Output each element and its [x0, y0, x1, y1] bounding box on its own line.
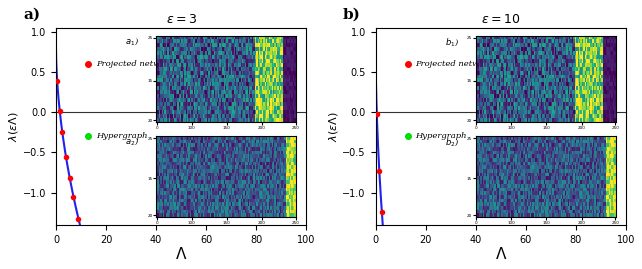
Point [65, 176, 75, 180]
Point [85, 260, 95, 264]
Text: Projected network: Projected network [415, 60, 494, 68]
Point [61, 155, 71, 159]
Point [68, 194, 78, 199]
Y-axis label: $\lambda(\varepsilon\Lambda)$: $\lambda(\varepsilon\Lambda)$ [7, 111, 20, 141]
Point [57, 129, 67, 134]
Point [403, 134, 413, 139]
Point [374, 169, 385, 173]
X-axis label: $\Lambda$: $\Lambda$ [494, 246, 507, 262]
Text: Hypergraph: Hypergraph [415, 132, 467, 140]
Title: $\varepsilon = 10$: $\varepsilon = 10$ [481, 13, 520, 26]
Point [52, 79, 62, 84]
Text: Projected network: Projected network [96, 60, 175, 68]
Point [381, 259, 391, 263]
Point [55, 108, 65, 113]
Point [403, 62, 413, 66]
Text: Hypergraph: Hypergraph [96, 132, 148, 140]
Point [372, 112, 382, 117]
Text: a): a) [23, 8, 40, 22]
Point [83, 134, 94, 139]
Y-axis label: $\lambda(\varepsilon\Lambda)$: $\lambda(\varepsilon\Lambda)$ [327, 111, 340, 141]
Point [73, 217, 83, 221]
Text: b): b) [343, 8, 361, 22]
Point [83, 62, 94, 66]
Point [78, 237, 89, 241]
Point [377, 210, 387, 214]
Title: $\varepsilon = 3$: $\varepsilon = 3$ [166, 13, 196, 26]
X-axis label: $\Lambda$: $\Lambda$ [175, 246, 187, 262]
